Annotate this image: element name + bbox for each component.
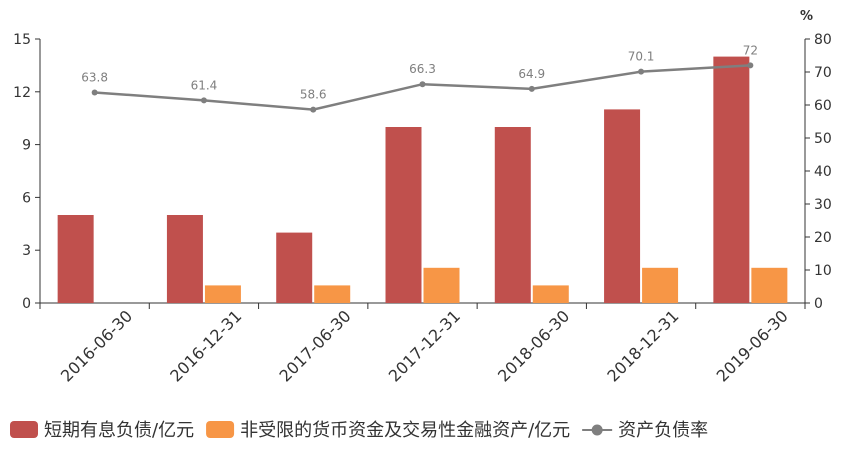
bar-liquid-assets: [314, 285, 351, 303]
right-axis-tick-label: 10: [814, 263, 832, 279]
right-axis-tick-label: 80: [814, 32, 832, 48]
bar-short-term-debt: [604, 109, 641, 304]
debt-ratio-data-label: 64.9: [518, 67, 545, 81]
right-axis-tick-label: 60: [814, 98, 832, 114]
bar-liquid-assets: [423, 267, 460, 303]
legend-label: 资产负债率: [618, 420, 708, 441]
bar-liquid-assets: [642, 267, 679, 303]
debt-ratio-data-label: 58.6: [300, 88, 327, 102]
right-axis-tick-label: 50: [814, 131, 832, 147]
debt-ratio-point: [638, 68, 645, 75]
debt-ratio-point: [419, 81, 426, 88]
debt-ratio-point: [528, 85, 535, 92]
x-axis-tick-label: 2019-06-30: [713, 306, 792, 385]
debt-ratio-point: [747, 62, 754, 69]
left-axis-tick-label: 6: [22, 190, 31, 206]
left-axis-tick-label: 15: [13, 32, 31, 48]
left-axis-tick-label: 12: [13, 85, 31, 101]
legend-line-marker: [591, 424, 603, 436]
debt-ratio-data-label: 66.3: [409, 62, 436, 76]
x-axis-tick-label: 2016-06-30: [57, 306, 136, 385]
debt-ratio-data-label: 72: [743, 43, 758, 57]
right-axis-tick-label: 30: [814, 197, 832, 213]
legend-swatch-short-term-debt: [10, 421, 38, 438]
x-axis-tick-label: 2017-12-31: [385, 306, 464, 385]
x-axis-tick-label: 2018-12-31: [603, 306, 682, 385]
bar-liquid-assets: [532, 285, 569, 303]
right-axis-tick-label: 40: [814, 164, 832, 180]
right-axis-tick-label: 20: [814, 230, 832, 246]
right-axis-tick-label: 70: [814, 65, 832, 81]
left-axis-tick-label: 3: [22, 243, 31, 259]
legend-label: 非受限的货币资金及交易性金融资产/亿元: [240, 420, 570, 441]
debt-ratio-point: [200, 97, 207, 104]
bar-short-term-debt: [57, 215, 94, 303]
debt-ratio-data-label: 70.1: [628, 50, 655, 64]
debt-ratio-point: [310, 106, 317, 113]
bar-liquid-assets: [204, 285, 241, 303]
legend-swatch-liquid-assets: [206, 421, 235, 438]
debt-ratio-data-label: 63.8: [81, 70, 108, 84]
x-axis-tick-label: 2018-06-30: [494, 306, 573, 385]
debt-ratio-point: [91, 89, 98, 96]
bar-short-term-debt: [385, 127, 422, 303]
x-axis-tick-label: 2016-12-31: [166, 306, 245, 385]
x-axis-tick-label: 2017-06-30: [276, 306, 355, 385]
bar-short-term-debt: [494, 127, 531, 303]
bar-short-term-debt: [276, 232, 313, 303]
left-axis-tick-label: 9: [22, 138, 31, 154]
bar-liquid-assets: [751, 267, 788, 303]
right-axis-unit: %: [800, 9, 813, 24]
left-axis-tick-label: 0: [22, 296, 31, 312]
bar-short-term-debt: [166, 215, 203, 303]
bar-short-term-debt: [713, 56, 750, 303]
debt-ratio-data-label: 61.4: [191, 78, 218, 92]
right-axis-tick-label: 0: [814, 296, 823, 312]
legend-label: 短期有息负债/亿元: [44, 420, 194, 441]
